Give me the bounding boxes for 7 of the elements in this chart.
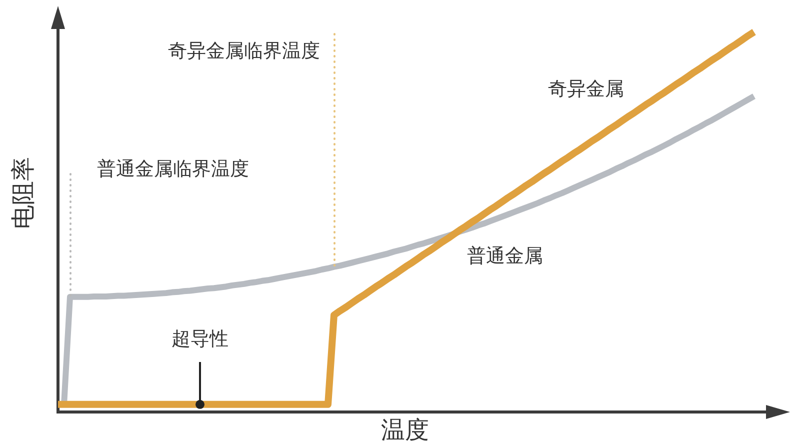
annotation: 超导性 [172, 328, 228, 351]
annotation: 普通金属临界温度 [97, 158, 249, 181]
y-axis-title: 电阻率 [9, 157, 38, 229]
annotation: 奇异金属临界温度 [168, 40, 320, 63]
series-label: 普通金属 [467, 245, 543, 268]
x-axis-title: 温度 [381, 416, 429, 444]
series-label: 奇异金属 [548, 78, 624, 101]
